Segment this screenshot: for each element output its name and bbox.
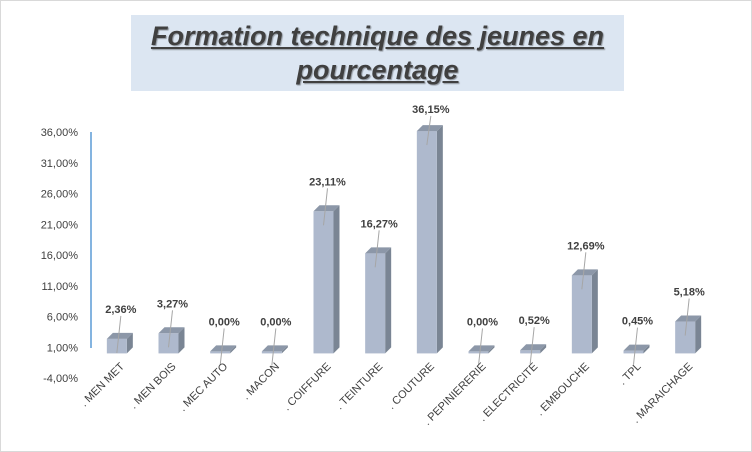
bar-side — [643, 344, 650, 354]
bar-top — [158, 327, 185, 334]
bar-top — [365, 247, 392, 254]
bar-side — [488, 345, 495, 354]
x-tick-label: . TEINTURE — [334, 361, 386, 413]
bar — [261, 351, 282, 354]
y-tick-label: 31,00% — [41, 158, 79, 170]
data-label: 16,27% — [361, 218, 399, 230]
y-tick-label: 16,00% — [41, 250, 79, 262]
bar-top — [210, 345, 237, 352]
data-label-leader — [219, 328, 225, 366]
y-tick-label: 6,00% — [47, 312, 78, 324]
data-label-leader — [116, 315, 122, 353]
data-label-leader — [581, 252, 587, 290]
bar — [210, 351, 231, 354]
bar-side — [230, 345, 237, 354]
bar-side — [178, 327, 185, 354]
y-tick-label: 26,00% — [41, 189, 79, 201]
x-tick-label: . MEN MET — [78, 360, 127, 409]
data-label: 0,00% — [467, 316, 498, 328]
data-label: 0,52% — [519, 315, 550, 327]
data-label-leader — [426, 115, 432, 146]
y-tick-label: 21,00% — [41, 219, 79, 231]
bar — [520, 350, 541, 354]
bar — [623, 350, 644, 354]
bar-top — [468, 345, 495, 352]
bar-top — [261, 345, 288, 352]
data-label: 36,15% — [412, 104, 450, 116]
bar — [571, 275, 592, 354]
data-label-leader — [529, 327, 535, 365]
bar-side — [591, 269, 598, 354]
bar-top — [520, 344, 547, 351]
bar-top — [571, 269, 598, 276]
bar-top — [623, 344, 650, 351]
bar-top — [106, 332, 133, 339]
x-tick-label: . COUTURE — [386, 361, 437, 412]
data-label-leader — [271, 328, 277, 366]
y-tick-label: 1,00% — [47, 342, 78, 354]
bar — [468, 351, 489, 354]
data-label-leader — [374, 230, 380, 268]
data-label-leader — [478, 328, 483, 366]
bar — [365, 253, 386, 354]
bar-side — [333, 205, 340, 354]
data-label: 23,11% — [309, 176, 346, 188]
bar-side — [540, 344, 547, 354]
data-label-leader — [168, 310, 173, 348]
y-tick-label: 36,00% — [41, 127, 79, 139]
data-label-leader — [633, 327, 638, 365]
y-tick-label: 11,00% — [42, 281, 79, 293]
bar — [106, 338, 127, 354]
bar-top — [313, 205, 340, 212]
data-label: 0,00% — [209, 316, 240, 328]
data-label: 0,45% — [622, 316, 653, 328]
y-tick-label: -4,00% — [43, 373, 78, 385]
x-tick-label: . TPL — [617, 361, 644, 388]
chart-title-box: Formation technique des jeunes en pource… — [131, 15, 624, 91]
bar-top — [416, 125, 443, 132]
data-label: 12,69% — [567, 240, 605, 252]
bar-side — [695, 315, 702, 354]
x-tick-label: . MACON — [240, 361, 282, 403]
bar-side — [436, 125, 443, 354]
data-label-leader — [323, 188, 328, 226]
bar-side — [126, 332, 133, 354]
bar — [313, 211, 334, 354]
bar-side — [281, 345, 288, 354]
data-label: 0,00% — [260, 316, 291, 328]
x-tick-label: . COIFFURE — [281, 361, 334, 414]
bar-top — [675, 315, 702, 322]
x-tick-label: . MEN BOIS — [128, 361, 179, 412]
data-label-leader — [684, 298, 690, 336]
data-label: 5,18% — [674, 287, 705, 299]
x-tick-label: . EMBOUCHE — [534, 361, 592, 419]
bar-side — [385, 247, 392, 354]
chart-title: Formation technique des jeunes en pource… — [150, 21, 605, 85]
x-tick-label: . MEC AUTO — [177, 360, 231, 414]
bar — [675, 321, 696, 354]
data-label: 2,36% — [105, 304, 136, 316]
bar — [416, 131, 437, 354]
data-label: 3,27% — [157, 298, 188, 310]
